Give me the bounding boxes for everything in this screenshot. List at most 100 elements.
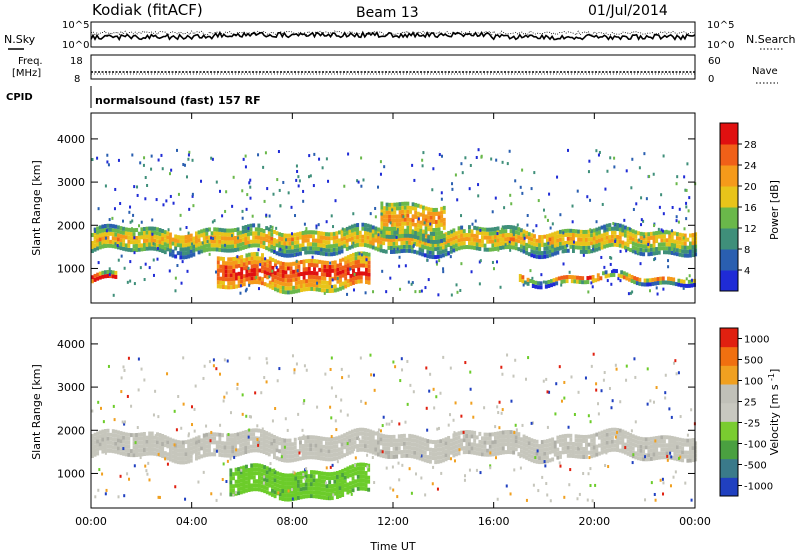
range-cell (392, 450, 396, 455)
range-cell (332, 436, 336, 441)
range-cell (564, 248, 568, 253)
range-cell (234, 440, 237, 445)
range-cell (158, 236, 162, 241)
range-cell (563, 380, 566, 384)
range-cell (574, 446, 578, 451)
range-cell (127, 243, 131, 248)
range-cell (540, 239, 544, 244)
range-cell (258, 479, 261, 484)
range-cell (294, 476, 298, 481)
range-cell (268, 471, 272, 476)
range-cell (421, 437, 425, 442)
range-cell (367, 475, 371, 480)
range-cell (612, 272, 616, 277)
range-cell (654, 498, 657, 502)
range-cell (326, 280, 329, 285)
range-cell (223, 358, 226, 362)
range-cell (462, 245, 466, 250)
range-cell (345, 435, 349, 440)
range-cell (385, 466, 388, 470)
range-cell (333, 268, 337, 273)
range-cell (284, 238, 287, 242)
range-cell (429, 242, 432, 247)
range-cell (592, 441, 596, 446)
range-cell (604, 463, 607, 467)
range-cell (642, 240, 646, 245)
range-cell (267, 227, 271, 232)
range-cell (304, 447, 308, 452)
range-cell (91, 241, 94, 246)
range-cell (496, 246, 500, 251)
range-cell (543, 250, 547, 255)
range-cell (395, 442, 399, 447)
range-cell (119, 451, 123, 456)
range-cell (289, 481, 293, 486)
range-cell (275, 239, 279, 244)
range-cell (190, 405, 193, 409)
range-cell (592, 228, 596, 233)
range-cell (652, 400, 655, 404)
range-cell (470, 401, 473, 405)
range-cell (577, 237, 581, 242)
range-cell (595, 239, 599, 244)
range-cell (317, 234, 321, 239)
range-cell (287, 286, 290, 291)
range-cell (357, 279, 361, 284)
range-cell (468, 229, 471, 234)
range-cell (320, 491, 324, 496)
range-cell (512, 434, 516, 439)
range-cell (229, 476, 233, 481)
range-cell (301, 235, 305, 240)
range-cell (301, 428, 304, 432)
range-cell (226, 441, 230, 446)
range-cell (182, 235, 185, 240)
range-cell (358, 437, 361, 441)
range-cell (688, 196, 691, 200)
range-cell (257, 443, 260, 447)
range-cell (96, 246, 100, 251)
range-cell (396, 230, 399, 235)
range-cell (274, 275, 277, 280)
range-cell (462, 446, 466, 451)
range-cell (145, 246, 149, 251)
range-cell (221, 248, 224, 253)
range-cell (150, 435, 154, 440)
range-cell (670, 242, 674, 247)
range-cell (275, 440, 279, 445)
range-cell (241, 393, 244, 397)
range-cell (432, 215, 436, 220)
range-cell (426, 242, 430, 247)
range-cell (223, 236, 227, 241)
range-cell (163, 443, 167, 448)
range-cell (603, 244, 607, 249)
range-cell (163, 435, 167, 440)
range-cell (364, 475, 368, 480)
range-cell (297, 487, 300, 492)
range-cell (398, 230, 402, 235)
range-cell (538, 460, 542, 465)
range-cell (483, 231, 487, 236)
range-cell (189, 237, 193, 242)
range-cell (189, 442, 193, 447)
range-cell (290, 488, 293, 492)
range-cell (330, 356, 333, 360)
range-cell (306, 439, 310, 444)
range-cell (634, 439, 638, 444)
range-cell (358, 427, 362, 432)
range-cell (393, 247, 396, 251)
range-cell (331, 268, 335, 273)
beam-title: Beam 13 (356, 5, 419, 21)
range-cell (539, 453, 542, 457)
range-cell (568, 275, 572, 280)
range-cell (124, 436, 128, 441)
range-cell (678, 445, 682, 450)
range-cell (179, 444, 183, 449)
range-cell (343, 441, 347, 446)
range-cell (242, 485, 246, 490)
range-cell (535, 246, 539, 251)
range-cell (689, 450, 692, 455)
range-cell (390, 214, 394, 219)
range-cell (678, 207, 681, 211)
range-cell (310, 278, 314, 283)
noise-right-tick-top: 10^5 (707, 20, 734, 31)
